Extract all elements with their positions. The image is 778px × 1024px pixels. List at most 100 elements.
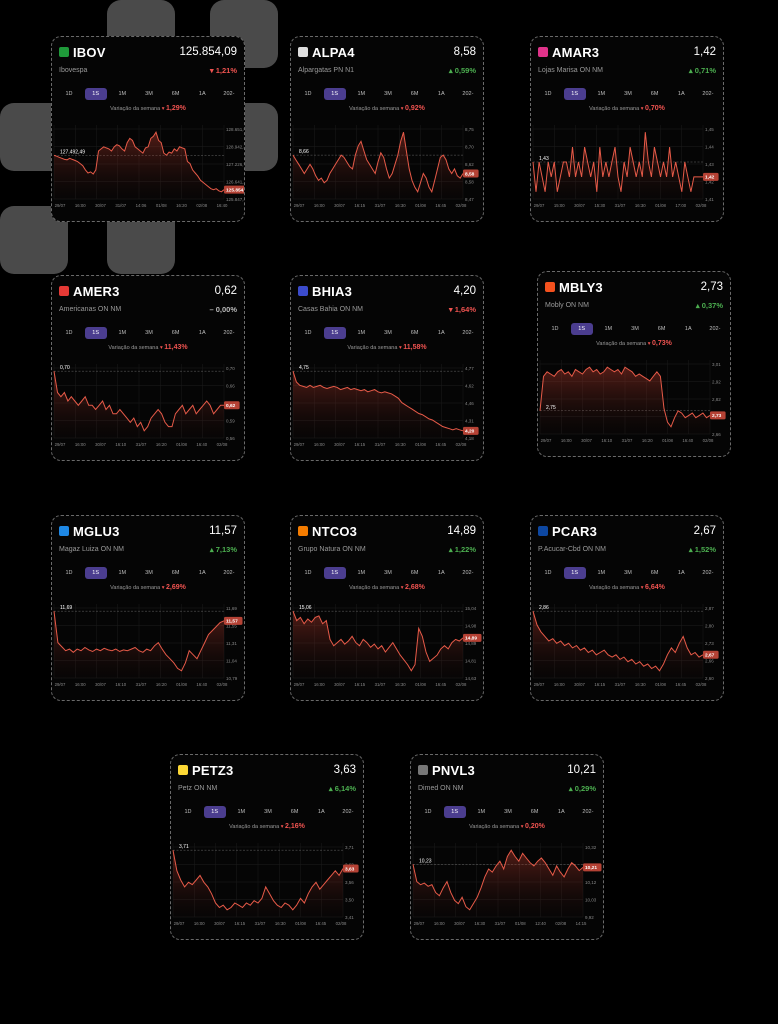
tab-3m[interactable]: 3M xyxy=(145,570,153,576)
tab-1s[interactable]: 1S xyxy=(84,88,107,100)
tab-1s[interactable]: 1S xyxy=(323,88,346,100)
tab-3m[interactable]: 3M xyxy=(631,326,639,332)
tab-202[interactable]: 202- xyxy=(462,330,474,336)
price-chart[interactable]: 15,06 15,04 14,98 14,89 14,81 14,63 14,89 29/07… xyxy=(291,596,484,700)
tab-1a[interactable]: 1A xyxy=(437,330,445,336)
tab-6m[interactable]: 6M xyxy=(657,326,666,332)
price-chart[interactable]: 127.492,49 128.651,83 128.942,36 127.226,78… xyxy=(52,117,245,221)
price-chart[interactable]: 11,69 11,69 11,55 11,31 11,04 10,79 11,57 29/07… xyxy=(52,596,245,700)
price-chart[interactable]: 2,753,012,922,822,732,662,7329/0716:0030… xyxy=(538,352,731,456)
tab-1m[interactable]: 1M xyxy=(597,570,606,576)
tab-3m[interactable]: 3M xyxy=(384,570,392,576)
stock-card-ntco3[interactable]: NTCO3 14,89 Grupo Natura ON NM ▴ 1,22% 1… xyxy=(290,515,484,701)
tab-1s[interactable]: 1S xyxy=(203,806,226,818)
tab-1s[interactable]: 1S xyxy=(323,327,346,339)
tab-3m[interactable]: 3M xyxy=(145,91,153,97)
tab-202[interactable]: 202- xyxy=(223,91,235,97)
tab-202[interactable]: 202- xyxy=(702,91,714,97)
tab-1d[interactable]: 1D xyxy=(551,326,559,332)
price-chart[interactable]: 4,75 4,77 4,62 4,46 4,31 4,184,20 29/07 16:00 30… xyxy=(291,356,484,460)
tab-1m[interactable]: 1M xyxy=(597,91,606,97)
tab-1s[interactable]: 1S xyxy=(563,88,586,100)
tab-3m[interactable]: 3M xyxy=(384,91,392,97)
tab-6m[interactable]: 6M xyxy=(171,570,180,576)
tab-1m[interactable]: 1M xyxy=(357,330,366,336)
tab-1s[interactable]: 1S xyxy=(84,567,107,579)
tab-3m[interactable]: 3M xyxy=(145,330,153,336)
tab-1a[interactable]: 1A xyxy=(677,91,685,97)
tab-202[interactable]: 202- xyxy=(223,330,235,336)
tab-1a[interactable]: 1A xyxy=(317,809,325,815)
tab-1s[interactable]: 1S xyxy=(563,567,586,579)
tab-202[interactable]: 202- xyxy=(582,809,594,815)
stock-card-ibov[interactable]: IBOV 125.854,09 Ibovespa ▾ 1,21% 1D 1S 1M 3… xyxy=(51,36,245,222)
tab-1m[interactable]: 1M xyxy=(118,330,127,336)
tab-1m[interactable]: 1M xyxy=(118,91,127,97)
tab-6m[interactable]: 6M xyxy=(410,330,419,336)
tab-6m[interactable]: 6M xyxy=(650,91,659,97)
stock-card-petz3[interactable]: PETZ3 3,63 Petz ON NM ▴ 6,14% 1D 1S 1M 3M 6M… xyxy=(170,754,364,940)
tab-1a[interactable]: 1A xyxy=(198,570,206,576)
stock-card-amer3[interactable]: AMER3 0,62 Americanas ON NM – 0,00% 1D 1S… xyxy=(51,275,245,461)
tab-1a[interactable]: 1A xyxy=(684,326,692,332)
tab-3m[interactable]: 3M xyxy=(624,570,632,576)
tab-1d[interactable]: 1D xyxy=(304,570,312,576)
tab-1s[interactable]: 1S xyxy=(84,327,107,339)
tab-1d[interactable]: 1D xyxy=(304,91,312,97)
tab-1a[interactable]: 1A xyxy=(557,809,565,815)
price-chart[interactable]: 3,713,713,633,563,503,413,6329/0716:0030… xyxy=(171,835,364,939)
tab-1d[interactable]: 1D xyxy=(544,570,552,576)
tab-202[interactable]: 202- xyxy=(462,570,474,576)
stock-card-alpa4[interactable]: ALPA4 8,58 Alpargatas PN N1 ▴ 0,59% 1D 1S… xyxy=(290,36,484,222)
tab-1a[interactable]: 1A xyxy=(437,570,445,576)
tab-6m[interactable]: 6M xyxy=(171,91,180,97)
tab-6m[interactable]: 6M xyxy=(410,570,419,576)
price-chart[interactable]: 10,2310,3210,2110,1210,039,9210,2129/071… xyxy=(411,835,604,939)
tab-3m[interactable]: 3M xyxy=(504,809,512,815)
tab-1d[interactable]: 1D xyxy=(304,330,312,336)
stock-card-mglu3[interactable]: MGLU3 11,57 Magaz Luiza ON NM ▴ 7,13% 1D… xyxy=(51,515,245,701)
stock-card-pnvl3[interactable]: PNVL3 10,21 Dimed ON NM ▴ 0,29% 1D 1S 1M 3M… xyxy=(410,754,604,940)
tab-202[interactable]: 202- xyxy=(709,326,721,332)
stock-card-mbly3[interactable]: MBLY3 2,73 Mobly ON NM ▴ 0,37% 1D 1S 1M 3M 6… xyxy=(537,271,731,457)
stock-card-amar3[interactable]: AMAR3 1,42 Lojas Marisa ON NM ▴ 0,71% 1D… xyxy=(530,36,724,222)
weekly-change-label: Variação da semana xyxy=(349,585,400,591)
tab-1m[interactable]: 1M xyxy=(118,570,127,576)
tab-1a[interactable]: 1A xyxy=(437,91,445,97)
tab-202[interactable]: 202- xyxy=(342,809,354,815)
tab-6m[interactable]: 6M xyxy=(650,570,659,576)
tab-6m[interactable]: 6M xyxy=(290,809,299,815)
tab-202[interactable]: 202- xyxy=(462,91,474,97)
tab-1m[interactable]: 1M xyxy=(357,570,366,576)
tab-1d[interactable]: 1D xyxy=(544,91,552,97)
tab-1a[interactable]: 1A xyxy=(198,330,206,336)
tab-1d[interactable]: 1D xyxy=(65,570,73,576)
price-chart[interactable]: 0,700,700,660,620,590,560,6229/0716:0030… xyxy=(52,356,245,460)
tab-1m[interactable]: 1M xyxy=(477,809,486,815)
tab-1d[interactable]: 1D xyxy=(65,91,73,97)
tab-1s[interactable]: 1S xyxy=(323,567,346,579)
tab-6m[interactable]: 6M xyxy=(410,91,419,97)
tab-3m[interactable]: 3M xyxy=(624,91,632,97)
tab-1d[interactable]: 1D xyxy=(424,809,432,815)
tab-1s[interactable]: 1S xyxy=(570,323,593,335)
tab-1d[interactable]: 1D xyxy=(184,809,192,815)
stock-card-bhia3[interactable]: BHIA3 4,20 Casas Bahia ON NM ▾ 1,64% 1D 1… xyxy=(290,275,484,461)
tab-3m[interactable]: 3M xyxy=(384,330,392,336)
price-chart[interactable]: 8,66 8,75 8,70 8,62 8,58 8,47 8,58 29/07 16:00 30… xyxy=(291,117,484,221)
tab-1a[interactable]: 1A xyxy=(198,91,206,97)
tab-1m[interactable]: 1M xyxy=(604,326,613,332)
tab-202[interactable]: 202- xyxy=(702,570,714,576)
tab-1s[interactable]: 1S xyxy=(443,806,466,818)
tab-1a[interactable]: 1A xyxy=(677,570,685,576)
tab-1d[interactable]: 1D xyxy=(65,330,73,336)
tab-1m[interactable]: 1M xyxy=(357,91,366,97)
tab-202[interactable]: 202- xyxy=(223,570,235,576)
price-chart[interactable]: 2,86 2,87 2,80 2,73 2,66 2,60 2,67 29/07 16:00 30… xyxy=(531,596,724,700)
tab-1m[interactable]: 1M xyxy=(237,809,246,815)
tab-6m[interactable]: 6M xyxy=(171,330,180,336)
tab-6m[interactable]: 6M xyxy=(530,809,539,815)
tab-3m[interactable]: 3M xyxy=(264,809,272,815)
stock-card-pcar3[interactable]: PCAR3 2,67 P.Acucar-Cbd ON NM ▴ 1,52% 1D… xyxy=(530,515,724,701)
